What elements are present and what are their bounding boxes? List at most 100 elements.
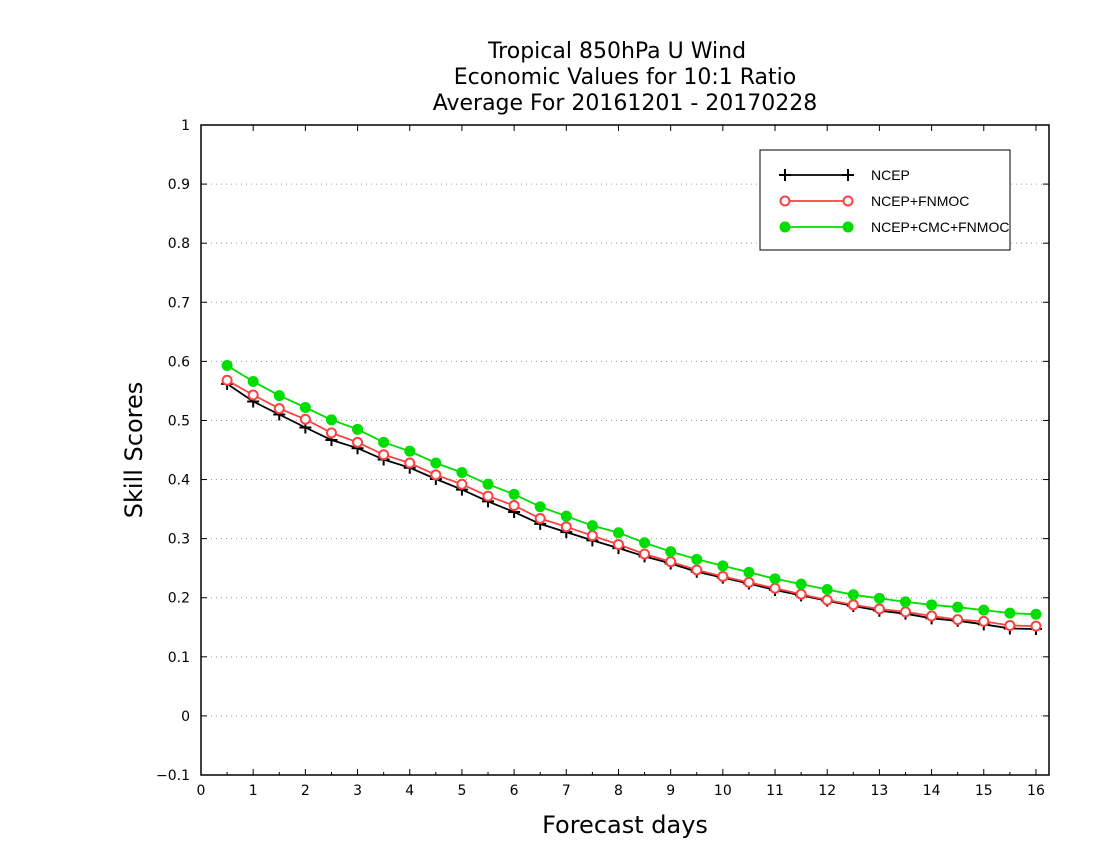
y-tick-label: 0.7 <box>168 295 190 311</box>
x-tick-label: 1 <box>249 783 258 799</box>
x-tick-label: 8 <box>614 783 623 799</box>
data-point <box>586 530 598 542</box>
data-point <box>378 449 390 461</box>
data-point <box>821 594 833 606</box>
x-axis-label: Forecast days <box>542 811 708 839</box>
x-tick-label: 3 <box>353 783 362 799</box>
data-point <box>534 501 546 513</box>
series-group <box>221 360 1042 636</box>
y-tick-label: 1 <box>181 118 190 134</box>
x-tick-label: 4 <box>405 783 414 799</box>
x-tick-label: 16 <box>1027 783 1045 799</box>
x-tick-label: 0 <box>197 783 206 799</box>
x-tick-label: 2 <box>301 783 310 799</box>
legend-marker <box>779 195 791 207</box>
legend-item: NCEP+FNMOC <box>779 193 969 209</box>
data-point <box>1004 620 1016 631</box>
y-tick-label: 0.6 <box>168 354 190 370</box>
legend: NCEP NCEP+FNMOC NCEP+CMC+FNMOC <box>759 149 1011 251</box>
data-point <box>482 478 494 490</box>
data-point <box>508 500 520 512</box>
data-point <box>273 403 285 415</box>
data-point <box>926 610 938 622</box>
data-point <box>482 490 494 502</box>
data-point <box>873 592 885 604</box>
data-point <box>952 601 964 613</box>
title-line-3: Average For 20161201 - 20170228 <box>433 91 818 116</box>
series-3 <box>221 360 1042 620</box>
data-point <box>247 375 259 387</box>
legend-marker <box>842 195 854 207</box>
x-axis-ticks: 0 1 2 3 4 5 6 7 8 9 10 11 12 13 14 15 16 <box>197 125 1045 799</box>
data-point <box>299 413 311 425</box>
data-point <box>1004 607 1016 619</box>
y-tick-label: −0.1 <box>156 768 190 784</box>
legend-box <box>759 149 1011 251</box>
data-point <box>352 423 364 435</box>
y-tick-label: 0.8 <box>168 236 190 252</box>
data-point <box>978 615 990 627</box>
legend-label: NCEP <box>871 167 910 183</box>
legend-item: NCEP <box>779 167 910 183</box>
data-point <box>352 436 364 448</box>
y-tick-label: 0.2 <box>168 591 190 607</box>
legend-items: NCEP NCEP+FNMOC NCEP+CMC+FNMOC <box>779 167 1009 235</box>
data-point <box>456 466 468 478</box>
data-point <box>873 603 885 615</box>
data-point <box>717 560 729 572</box>
data-point <box>325 414 337 426</box>
data-point <box>1030 620 1042 632</box>
data-point <box>560 510 572 522</box>
data-point <box>665 546 677 558</box>
data-point <box>978 604 990 616</box>
plot-frame <box>200 124 1050 776</box>
data-point <box>430 457 442 469</box>
legend-label: NCEP+FNMOC <box>871 193 969 209</box>
data-point <box>430 469 442 481</box>
data-point <box>325 427 337 439</box>
data-point <box>508 488 520 500</box>
data-point <box>378 436 390 448</box>
data-point <box>404 457 416 469</box>
x-tick-label: 15 <box>975 783 993 799</box>
data-point <box>247 389 259 401</box>
data-point <box>221 360 233 371</box>
data-point <box>273 390 285 402</box>
x-tick-label: 5 <box>457 783 466 799</box>
data-point <box>926 599 938 611</box>
data-point <box>691 564 703 576</box>
legend-item: NCEP+CMC+FNMOC <box>779 219 1009 235</box>
data-point <box>560 521 572 533</box>
y-tick-label: 0 <box>181 709 190 725</box>
series-1 <box>221 377 1042 636</box>
data-point <box>639 537 651 549</box>
x-tick-label: 13 <box>870 783 888 799</box>
data-point <box>717 570 729 582</box>
data-point <box>691 553 703 565</box>
legend-label: NCEP+CMC+FNMOC <box>871 219 1009 235</box>
data-point <box>952 614 964 626</box>
data-point <box>743 566 755 578</box>
data-point <box>847 599 859 611</box>
y-axis-ticks: −0.1 0 0.1 0.2 0.3 0.4 0.5 0.6 0.7 0.8 0.9 1 <box>156 118 1049 784</box>
y-tick-label: 0.4 <box>168 473 190 489</box>
y-tick-label: 0.1 <box>168 650 190 666</box>
data-point <box>743 576 755 588</box>
data-point <box>221 374 233 386</box>
data-point <box>404 445 416 457</box>
data-point <box>795 578 807 590</box>
legend-marker <box>779 221 791 233</box>
legend-marker <box>842 221 854 233</box>
x-tick-label: 14 <box>923 783 941 799</box>
data-point <box>586 520 598 532</box>
y-tick-label: 0.9 <box>168 177 190 193</box>
gridlines <box>201 183 1049 717</box>
data-point <box>821 583 833 595</box>
series-line <box>226 379 1037 627</box>
series-2 <box>221 374 1042 632</box>
legend-marker <box>779 169 791 181</box>
data-point <box>534 513 546 525</box>
data-point <box>456 478 468 490</box>
legend-marker <box>842 169 854 181</box>
